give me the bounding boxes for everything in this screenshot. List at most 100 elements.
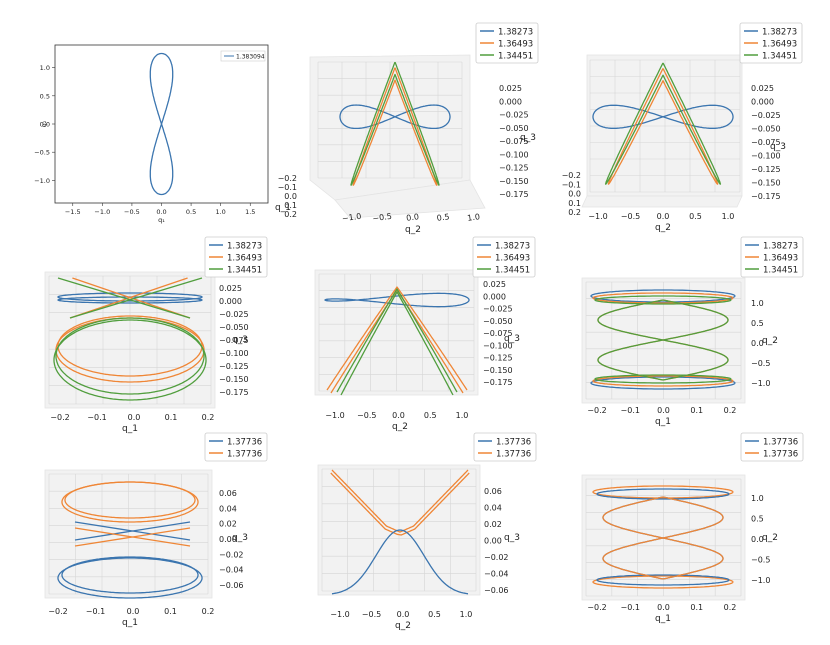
tick-label: −1.5	[65, 208, 81, 216]
tick-label: 0.0	[657, 406, 670, 415]
series-line	[53, 319, 207, 401]
legend-label: 1.36493	[498, 40, 533, 50]
tick-label: −0.2	[587, 406, 606, 415]
tick-label: −0.050	[751, 125, 781, 134]
tick-label: 0.5	[689, 212, 702, 221]
z-axis-label: q_3	[504, 533, 520, 543]
x-axis-label: q₁	[158, 216, 165, 224]
legend-label: 1.34451	[495, 266, 530, 276]
legend-frame	[740, 432, 804, 462]
series-line	[350, 61, 440, 186]
legend-label: 1.37736	[496, 438, 531, 448]
tick-label: 0.04	[484, 504, 502, 513]
axes-pane	[586, 54, 743, 197]
legend-frame	[739, 22, 803, 64]
tick-label: −0.5	[362, 610, 381, 619]
tick-label: 0.025	[751, 84, 774, 93]
legend: 1.37736 1.37736	[740, 432, 804, 462]
tick-label: 0.00	[219, 535, 237, 544]
legend-label: 1.34451	[763, 266, 798, 276]
tick-label: −1.0	[588, 212, 607, 221]
tick-label: −0.125	[499, 164, 529, 173]
series-line	[55, 317, 205, 395]
legend: 1.38273 1.36493 1.34451	[740, 236, 804, 278]
y-axis-label: q_1	[275, 203, 291, 213]
legend-label: 1.36493	[763, 254, 798, 264]
legend-frame	[204, 236, 268, 278]
tick-label: 0.1	[164, 607, 177, 616]
panel-p3: −1.0 −0.5 0.0 0.5 1.0q_2−0.2−0.10.00.10.20.0…	[562, 22, 803, 233]
legend-label: 1.38273	[495, 242, 530, 252]
tick-label: 0.0	[392, 411, 405, 420]
legend-frame	[220, 50, 266, 62]
series-line	[330, 472, 470, 536]
series-line	[61, 481, 199, 523]
legend-label: 1.36493	[227, 254, 262, 264]
tick-label: −1.0	[341, 212, 362, 224]
tick-label: 0.000	[483, 292, 506, 301]
tick-label: −0.1	[621, 406, 640, 415]
tick-label: −0.150	[483, 366, 513, 375]
tick-label: 0.2	[568, 208, 581, 217]
panel-p1: −1.5 −1.0 −0.5 0.0 0.5 1.0 1.5 1.0 0.5 0.0 −0.5 −1.…	[34, 44, 269, 224]
legend: 1.38273 1.36493 1.34451	[739, 22, 803, 64]
z-axis-label: q_3	[232, 335, 248, 345]
tick-label: 0.5	[751, 319, 764, 328]
tick-label: 1.0	[456, 411, 469, 420]
tick-label: −0.100	[483, 341, 513, 350]
tick-label: 0.2	[724, 603, 737, 612]
tick-label: 0.025	[499, 84, 522, 93]
tick-label: 0.0	[657, 212, 670, 221]
x-axis-label: q_2	[655, 223, 671, 233]
tick-label: −0.5	[357, 411, 376, 420]
series-line	[592, 485, 734, 499]
tick-label: −0.025	[483, 305, 513, 314]
tick-label: 0.1	[568, 199, 581, 208]
tick-label: −0.100	[499, 150, 529, 159]
panel-p8: −1.0 −0.5 0.0 0.5 1.0 q_2 0.06 0.04 0.02 0.00 −0.0…	[317, 432, 537, 631]
tick-label: −0.075	[219, 336, 249, 345]
tick-label: 0.0	[128, 413, 141, 422]
tick-label: 0.02	[484, 520, 502, 529]
tick-label: −0.025	[499, 111, 529, 120]
panel-p4: −0.2 −0.1 0.0 0.1 0.2 q_1 0.025 0.000 −0.025 −0.0…	[44, 236, 268, 434]
tick-label: −0.2	[278, 174, 297, 183]
tick-label: 1.0	[751, 494, 764, 503]
tick-label: −0.025	[219, 310, 249, 319]
tick-label: 0.025	[483, 280, 506, 289]
series-line	[592, 104, 734, 129]
series-line	[324, 292, 470, 308]
tick-label: 0.1	[284, 201, 297, 210]
legend: 1.38273 1.36493 1.34451	[475, 22, 539, 64]
legend: 1.383094	[220, 50, 266, 62]
legend-label: 1.37736	[763, 450, 798, 460]
tick-label: −0.050	[499, 124, 529, 133]
tick-label: 0.025	[219, 284, 242, 293]
tick-label: −0.2	[50, 413, 69, 422]
tick-label: 0.0	[156, 208, 166, 216]
series-line	[331, 529, 469, 595]
tick-label: 0.1	[690, 603, 703, 612]
tick-label: 0.04	[219, 504, 237, 513]
z-axis-label: q_3	[520, 133, 536, 143]
tick-label: −0.5	[621, 212, 640, 221]
tick-label: 0.0	[751, 535, 764, 544]
series-line	[339, 104, 451, 130]
tick-label: −0.02	[219, 550, 244, 559]
tick-label: 1.0	[40, 64, 50, 72]
tick-label: −0.050	[219, 323, 249, 332]
legend-label: 1.36493	[495, 254, 530, 264]
legend-label: 1.37736	[227, 450, 262, 460]
legend-label: 1.38273	[762, 28, 797, 38]
tick-label: −0.5	[124, 208, 140, 216]
legend: 1.38273 1.36493 1.34451	[472, 236, 536, 278]
legend-label: 1.34451	[762, 52, 797, 62]
tick-label: −0.5	[751, 556, 770, 565]
tick-label: −1.0	[751, 379, 770, 388]
tick-label: −0.06	[484, 586, 509, 595]
z-axis-label: q_3	[232, 533, 248, 543]
tick-label: 1.0	[215, 208, 225, 216]
panel-p6: −0.2 −0.1 0.0 0.1 0.2 q_1 1.0 0.5 0.0 −0.5 −1.0 q_2…	[581, 236, 804, 427]
tick-label: −0.150	[219, 375, 249, 384]
legend: 1.38273 1.36493 1.34451	[204, 236, 268, 278]
